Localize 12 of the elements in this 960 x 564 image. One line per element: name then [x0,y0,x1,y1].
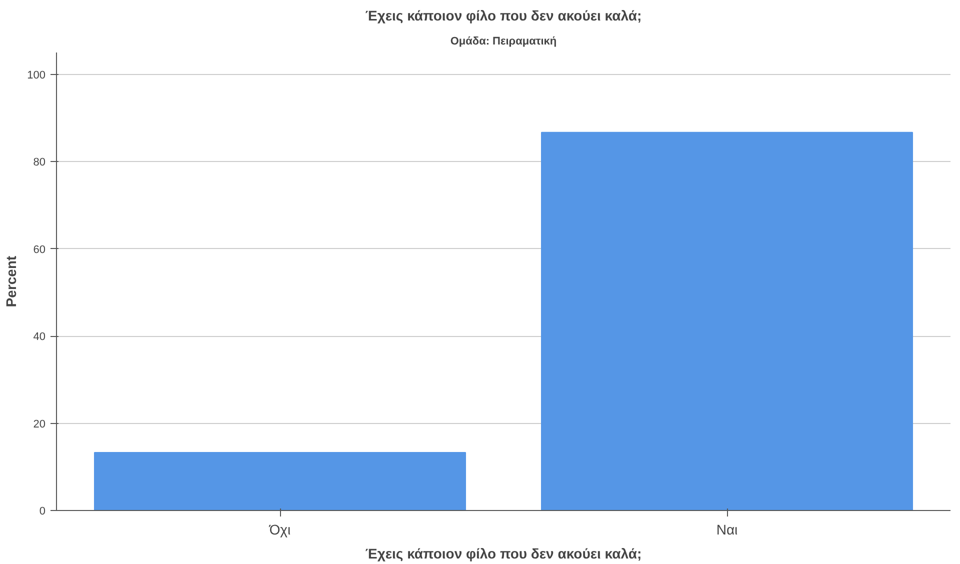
y-tick-label: 80 [33,156,46,169]
y-tick-label: 40 [33,331,46,344]
y-tick-label: 20 [33,418,46,430]
x-axis-title: Έχεις κάποιον φίλο που δεν ακούει καλά; [365,546,642,562]
x-tick-label: Όχι [268,522,291,538]
y-tick-label: 0 [39,506,46,518]
chart-subtitle: Ομάδα: Πειραματική [450,36,557,48]
y-tick-label: 100 [27,69,46,82]
chart-title: Έχεις κάποιον φίλο που δεν ακούει καλά; [365,8,642,24]
y-axis-title: Percent [3,255,20,308]
y-tick-label: 60 [33,244,46,256]
x-tick-label: Ναι [716,522,738,538]
